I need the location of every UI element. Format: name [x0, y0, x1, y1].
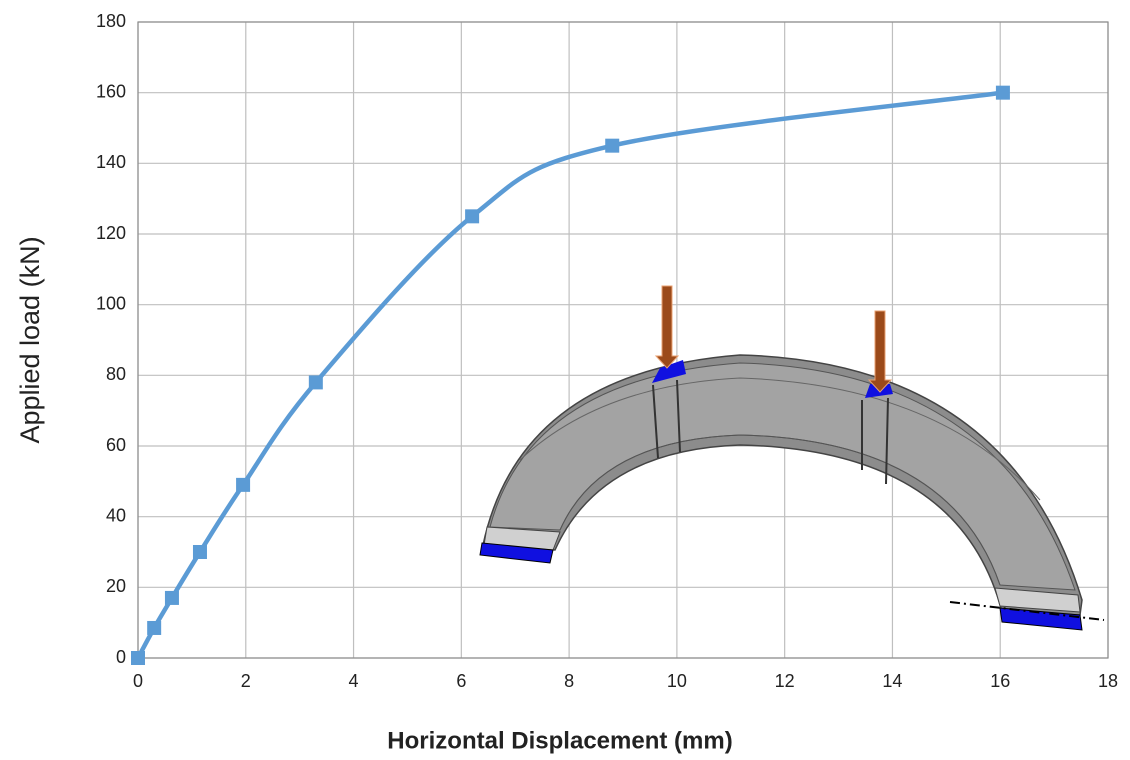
data-marker: [605, 139, 619, 153]
plot-area: 0 20 40 60 80 100 120 140 160 180 0 2 4 6 8 10 12 14 16 18: [96, 11, 1118, 691]
y-tick-label: 100: [96, 293, 126, 313]
y-tick-label: 20: [106, 576, 126, 596]
plot-background: [138, 22, 1108, 658]
x-tick-label: 18: [1098, 671, 1118, 691]
data-marker: [236, 478, 250, 492]
x-tick-label: 16: [990, 671, 1010, 691]
x-tick-label: 10: [667, 671, 687, 691]
data-marker: [465, 209, 479, 223]
data-marker: [165, 591, 179, 605]
y-tick-label: 140: [96, 152, 126, 172]
y-tick-label: 160: [96, 81, 126, 101]
y-axis-title: Applied load (kN): [15, 236, 45, 443]
y-tick-label: 120: [96, 223, 126, 243]
chart: Horizontal Displacement (mm) Applied loa…: [0, 0, 1130, 760]
data-marker: [309, 375, 323, 389]
data-marker: [131, 651, 145, 665]
y-tick-label: 60: [106, 435, 126, 455]
data-marker: [996, 86, 1010, 100]
y-tick-label: 80: [106, 364, 126, 384]
x-tick-label: 8: [564, 671, 574, 691]
data-marker: [147, 621, 161, 635]
x-tick-label: 0: [133, 671, 143, 691]
y-tick-label: 180: [96, 11, 126, 31]
y-tick-label: 40: [106, 505, 126, 525]
x-tick-label: 6: [456, 671, 466, 691]
x-tick-label: 14: [882, 671, 902, 691]
x-axis-title: Horizontal Displacement (mm): [387, 727, 732, 754]
data-marker: [193, 545, 207, 559]
x-tick-label: 2: [241, 671, 251, 691]
y-tick-label: 0: [116, 647, 126, 667]
x-tick-label: 4: [349, 671, 359, 691]
x-tick-label: 12: [775, 671, 795, 691]
